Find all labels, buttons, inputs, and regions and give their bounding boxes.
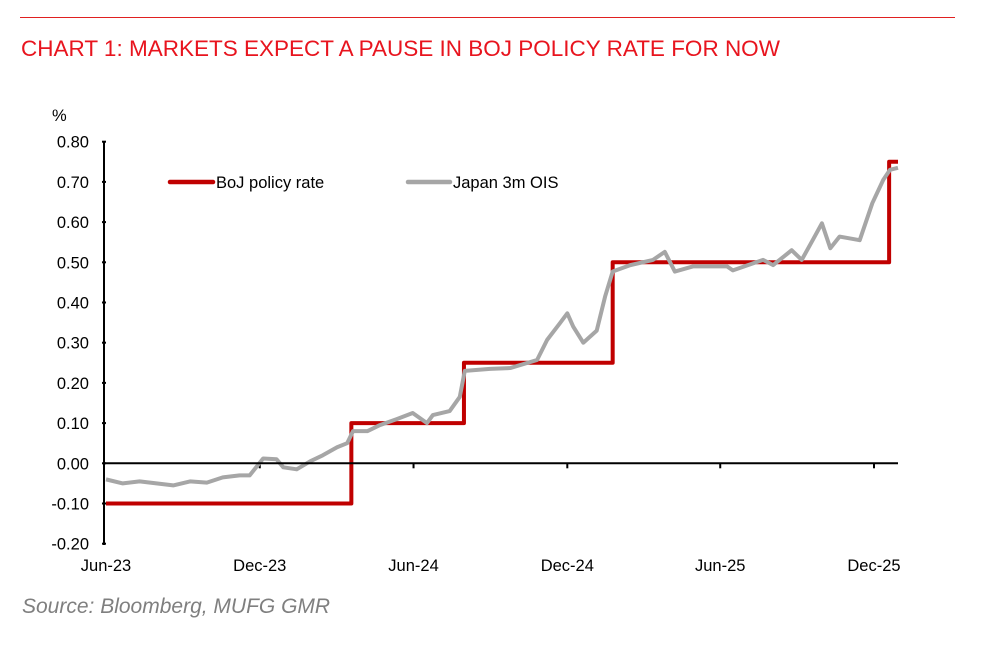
- x-tick-label: Jun-23: [81, 557, 131, 575]
- y-tick-label: 0.80: [57, 134, 89, 152]
- series-line-japan-3m-ois: [105, 165, 899, 488]
- y-tick-label: 0.70: [57, 174, 89, 192]
- x-tick-label: Dec-24: [541, 557, 594, 575]
- x-tick-label: Dec-25: [847, 557, 900, 575]
- legend-label: Japan 3m OIS: [453, 174, 558, 192]
- header-rule: [20, 17, 955, 18]
- y-tick-label: 0.50: [57, 254, 89, 272]
- legend-label: BoJ policy rate: [216, 174, 324, 192]
- x-tick-label: Jun-25: [695, 557, 745, 575]
- chart-title: CHART 1: MARKETS EXPECT A PAUSE IN BOJ P…: [21, 36, 780, 61]
- y-tick-label: 0.20: [57, 375, 89, 393]
- y-tick-label: -0.20: [51, 536, 89, 554]
- x-tick-label: Jun-24: [388, 557, 438, 575]
- y-axis-label: %: [52, 107, 67, 125]
- series-line-boj-policy-rate: [106, 159, 898, 506]
- source-note: Source: Bloomberg, MUFG GMR: [22, 595, 331, 618]
- y-tick-label: -0.10: [51, 496, 89, 514]
- y-tick-label: 0.30: [57, 335, 89, 353]
- x-tick-label: Dec-23: [233, 557, 286, 575]
- y-tick-label: 0.60: [57, 214, 89, 232]
- y-tick-label: 0.10: [57, 415, 89, 433]
- y-tick-label: 0.00: [57, 455, 89, 473]
- y-tick-label: 0.40: [57, 295, 89, 313]
